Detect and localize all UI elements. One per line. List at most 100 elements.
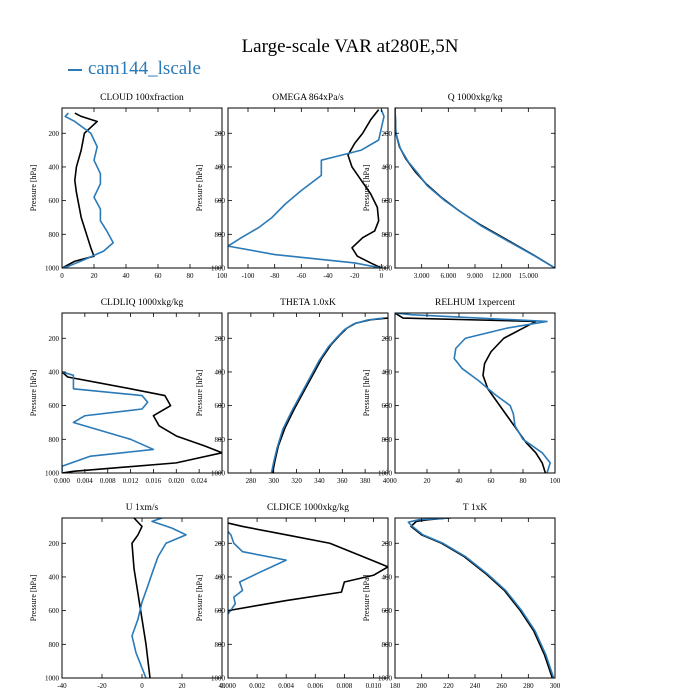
- series-line-model: [270, 317, 384, 473]
- x-tick-label: 20: [91, 272, 99, 280]
- x-tick-label: 300: [268, 477, 279, 485]
- x-tick-label: 80: [187, 272, 195, 280]
- y-tick-label: 1000: [378, 675, 393, 683]
- y-tick-label: 800: [382, 231, 393, 239]
- series-line-reference: [228, 522, 388, 614]
- y-tick-label: 400: [382, 163, 393, 171]
- x-tick-label: 0.000: [54, 477, 70, 485]
- x-tick-label: -20: [350, 272, 360, 280]
- panel-6: U 1xm/s Pressure [hPa] -40 -20 0 20 40 200 400 60…: [29, 503, 226, 690]
- y-tick-label: 600: [382, 197, 393, 205]
- x-tick-label: -40: [57, 682, 67, 690]
- x-tick-label: 0.004: [278, 682, 294, 690]
- plot-frame: [227, 107, 389, 269]
- x-tick-label: 360: [337, 477, 348, 485]
- legend-line-marker: [68, 68, 82, 71]
- y-tick-label: 400: [382, 573, 393, 581]
- plot-frame: [394, 107, 556, 269]
- y-tick-label: 400: [49, 573, 60, 581]
- x-tick-label: 40: [219, 682, 227, 690]
- plot-frame: [227, 517, 389, 679]
- x-tick-label: -60: [297, 272, 307, 280]
- x-tick-label: 0.024: [191, 477, 207, 485]
- y-tick-label: 1000: [45, 265, 60, 273]
- y-tick-label: 800: [215, 641, 226, 649]
- x-tick-label: 60: [155, 272, 163, 280]
- y-tick-label: 200: [382, 335, 393, 343]
- x-tick-label: 20: [179, 682, 187, 690]
- y-tick-label: 800: [49, 231, 60, 239]
- y-tick-label: 600: [215, 607, 226, 615]
- x-tick-label: 280: [523, 682, 534, 690]
- y-tick-label: 200: [49, 540, 60, 548]
- x-tick-label: 0.016: [146, 477, 162, 485]
- series-line-model: [395, 313, 552, 473]
- series-line-model: [62, 112, 114, 268]
- panel-1: OMEGA 864xPa/s Pressure [hPa] -100 -80 -60 -4…: [195, 93, 389, 280]
- series-line-reference: [347, 109, 382, 268]
- x-tick-label: 80: [520, 477, 528, 485]
- y-tick-label: 200: [382, 130, 393, 138]
- panel-title: OMEGA 864xPa/s: [272, 93, 344, 103]
- series-group: [395, 313, 552, 473]
- series-group: [62, 112, 114, 268]
- panel-title: THETA 1.0xK: [280, 298, 336, 308]
- x-tick-label: -40: [323, 272, 333, 280]
- y-tick-label: 800: [215, 231, 226, 239]
- y-tick-label: 200: [382, 540, 393, 548]
- series-group: [270, 317, 388, 473]
- y-tick-label: 1000: [211, 470, 226, 478]
- panel-5: RELHUM 1xpercent Pressure [hPa] 0 20 40 60 80 1…: [362, 298, 561, 485]
- y-tick-label: 200: [215, 130, 226, 138]
- x-tick-label: 6.000: [440, 272, 456, 280]
- x-tick-label: 0.006: [307, 682, 323, 690]
- x-tick-label: 300: [550, 682, 561, 690]
- x-tick-label: 0.000: [220, 682, 236, 690]
- y-axis-label: Pressure [hPa]: [195, 164, 204, 211]
- plot-frame: [61, 312, 223, 474]
- y-tick-label: 600: [49, 402, 60, 410]
- y-tick-label: 600: [215, 197, 226, 205]
- y-tick-label: 1000: [211, 675, 226, 683]
- x-tick-label: 0.012: [123, 477, 139, 485]
- plot-frame: [394, 312, 556, 474]
- x-tick-label: 100: [217, 272, 228, 280]
- y-tick-label: 600: [382, 607, 393, 615]
- y-tick-label: 600: [49, 197, 60, 205]
- y-axis-label: Pressure [hPa]: [29, 164, 38, 211]
- x-tick-label: 12.000: [492, 272, 512, 280]
- y-tick-label: 600: [49, 607, 60, 615]
- legend-label: cam144_lscale: [88, 58, 201, 79]
- x-tick-label: -20: [97, 682, 107, 690]
- y-tick-label: 400: [49, 163, 60, 171]
- x-tick-label: 0: [60, 272, 64, 280]
- y-tick-label: 1000: [45, 470, 60, 478]
- x-tick-label: 340: [314, 477, 325, 485]
- panel-title: U 1xm/s: [126, 503, 159, 513]
- panel-title: CLDLIQ 1000xkg/kg: [101, 298, 184, 308]
- y-axis-label: Pressure [hPa]: [195, 574, 204, 621]
- x-tick-label: 320: [291, 477, 302, 485]
- y-tick-label: 400: [49, 368, 60, 376]
- panel-title: CLOUD 100xfraction: [100, 92, 184, 103]
- series-group: [62, 371, 222, 473]
- y-tick-label: 400: [215, 368, 226, 376]
- y-axis-label: Pressure [hPa]: [362, 164, 371, 211]
- panel-title: T 1xK: [463, 503, 488, 513]
- panel-7: CLDICE 1000xkg/kg Pressure [hPa] 0.000 0.00…: [195, 503, 389, 690]
- y-axis-label: Pressure [hPa]: [362, 574, 371, 621]
- panel-title: CLDICE 1000xkg/kg: [267, 503, 349, 513]
- series-group: [228, 109, 385, 268]
- plot-frame: [61, 107, 223, 269]
- x-tick-label: 0.020: [168, 477, 184, 485]
- series-group: [131, 518, 187, 678]
- series-line-reference: [62, 371, 222, 473]
- y-tick-label: 200: [215, 335, 226, 343]
- series-line-reference: [131, 518, 151, 678]
- x-tick-label: 40: [123, 272, 131, 280]
- x-tick-label: 3.000: [414, 272, 430, 280]
- panel-0: CLOUD 100xfraction Pressure [hPa] 0 20 40 60 8…: [29, 92, 228, 280]
- x-tick-label: 200: [416, 682, 427, 690]
- y-tick-label: 1000: [378, 470, 393, 478]
